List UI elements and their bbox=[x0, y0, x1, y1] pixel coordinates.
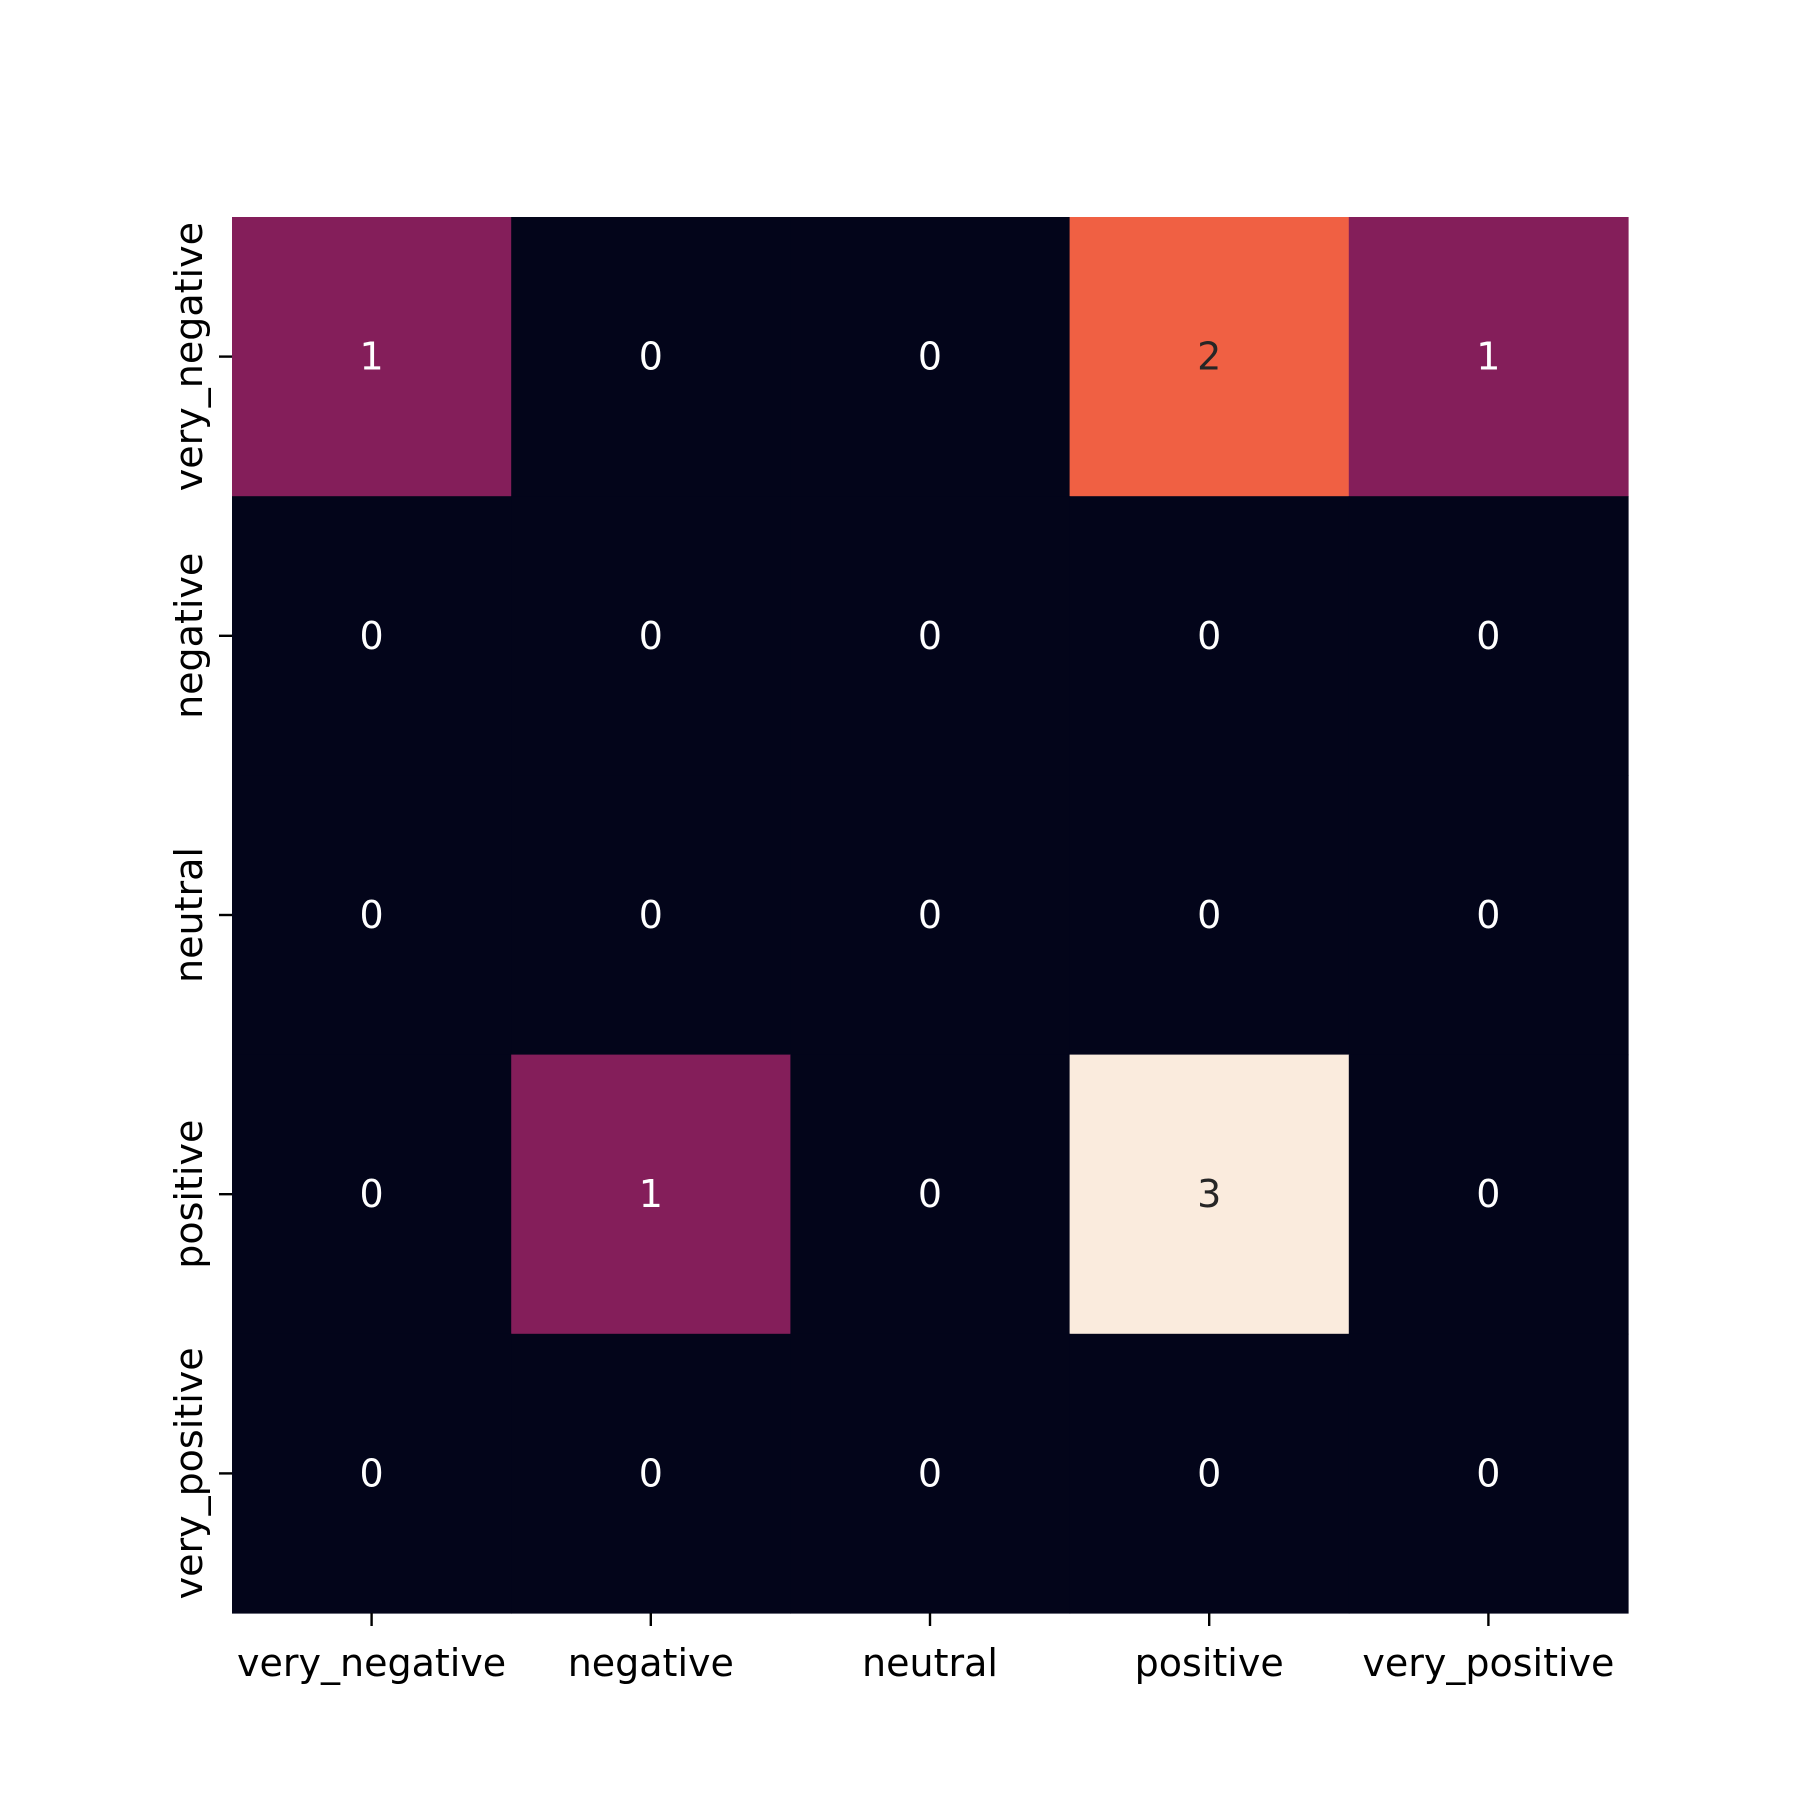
y-axis: very_negative negative neutral positive very… bbox=[167, 222, 232, 1599]
cell-value-label: 0 bbox=[360, 1451, 384, 1495]
heatmap-cell bbox=[232, 217, 512, 497]
heatmap-cell bbox=[1069, 1054, 1350, 1335]
heatmap-cell bbox=[1348, 775, 1629, 1056]
cell-value-label: 0 bbox=[1476, 893, 1500, 937]
cell-value-label: 0 bbox=[639, 335, 663, 379]
cell-value-label: 0 bbox=[639, 1451, 663, 1495]
heatmap-cells bbox=[232, 217, 1629, 1614]
heatmap-cell bbox=[1069, 217, 1350, 497]
cell-value-label: 2 bbox=[1197, 335, 1221, 379]
cell-value-label: 0 bbox=[639, 614, 663, 658]
cell-value-label: 0 bbox=[1476, 1172, 1500, 1216]
heatmap-cell bbox=[790, 217, 1071, 497]
x-tick-label: negative bbox=[568, 1641, 734, 1685]
heatmap-cell bbox=[232, 496, 512, 776]
heatmap-cell bbox=[790, 1333, 1071, 1614]
heatmap-cell bbox=[790, 775, 1071, 1056]
heatmap-cell bbox=[1348, 496, 1629, 776]
cell-value-label: 0 bbox=[1197, 893, 1221, 937]
heatmap-cell bbox=[511, 1333, 791, 1614]
cell-value-label: 0 bbox=[360, 1172, 384, 1216]
y-tick-label: neutral bbox=[167, 847, 211, 983]
heatmap-cell bbox=[790, 1054, 1071, 1335]
cell-value-label: 3 bbox=[1197, 1172, 1221, 1216]
cell-value-label: 0 bbox=[918, 1451, 942, 1495]
cell-value-label: 0 bbox=[1476, 1451, 1500, 1495]
heatmap-cell bbox=[1348, 1333, 1629, 1614]
x-axis: very_negative negative neutral positive very… bbox=[237, 1613, 1614, 1685]
heatmap-cell bbox=[232, 1333, 512, 1614]
y-tick-label: positive bbox=[167, 1120, 211, 1269]
y-tick-label: very_negative bbox=[167, 222, 211, 491]
cell-value-label: 0 bbox=[918, 614, 942, 658]
cell-value-label: 1 bbox=[639, 1172, 663, 1216]
heatmap-cell bbox=[511, 775, 791, 1056]
cell-value-label: 0 bbox=[360, 893, 384, 937]
heatmap-cell bbox=[511, 496, 791, 776]
heatmap-cell bbox=[1069, 496, 1350, 776]
x-tick-label: very_negative bbox=[237, 1641, 506, 1685]
cell-value-label: 0 bbox=[1197, 614, 1221, 658]
cell-value-label: 0 bbox=[1197, 1451, 1221, 1495]
cell-value-label: 1 bbox=[1476, 335, 1500, 379]
x-tick-label: positive bbox=[1135, 1641, 1284, 1685]
x-tick-label: neutral bbox=[862, 1641, 998, 1685]
heatmap-cell bbox=[1348, 217, 1629, 497]
y-tick-label: negative bbox=[167, 553, 211, 719]
x-tick-label: very_positive bbox=[1362, 1641, 1614, 1685]
heatmap-cell bbox=[511, 217, 791, 497]
cell-annotations: 1 0 0 2 1 0 0 0 0 0 0 0 0 0 0 0 1 0 3 0 0 0 0 0 0 bbox=[360, 335, 1501, 1496]
cell-value-label: 1 bbox=[360, 335, 384, 379]
y-tick-label: very_positive bbox=[167, 1347, 211, 1599]
heatmap-cell bbox=[232, 775, 512, 1056]
heatmap-cell bbox=[1069, 1333, 1350, 1614]
cell-value-label: 0 bbox=[639, 893, 663, 937]
cell-value-label: 0 bbox=[1476, 614, 1500, 658]
heatmap-cell bbox=[1348, 1054, 1629, 1335]
heatmap-cell bbox=[790, 496, 1071, 776]
cell-value-label: 0 bbox=[360, 614, 384, 658]
heatmap-cell bbox=[1069, 775, 1350, 1056]
cell-value-label: 0 bbox=[918, 893, 942, 937]
heatmap-cell bbox=[232, 1054, 512, 1335]
cell-value-label: 0 bbox=[918, 1172, 942, 1216]
cell-value-label: 0 bbox=[918, 335, 942, 379]
heatmap-cell bbox=[511, 1054, 791, 1335]
